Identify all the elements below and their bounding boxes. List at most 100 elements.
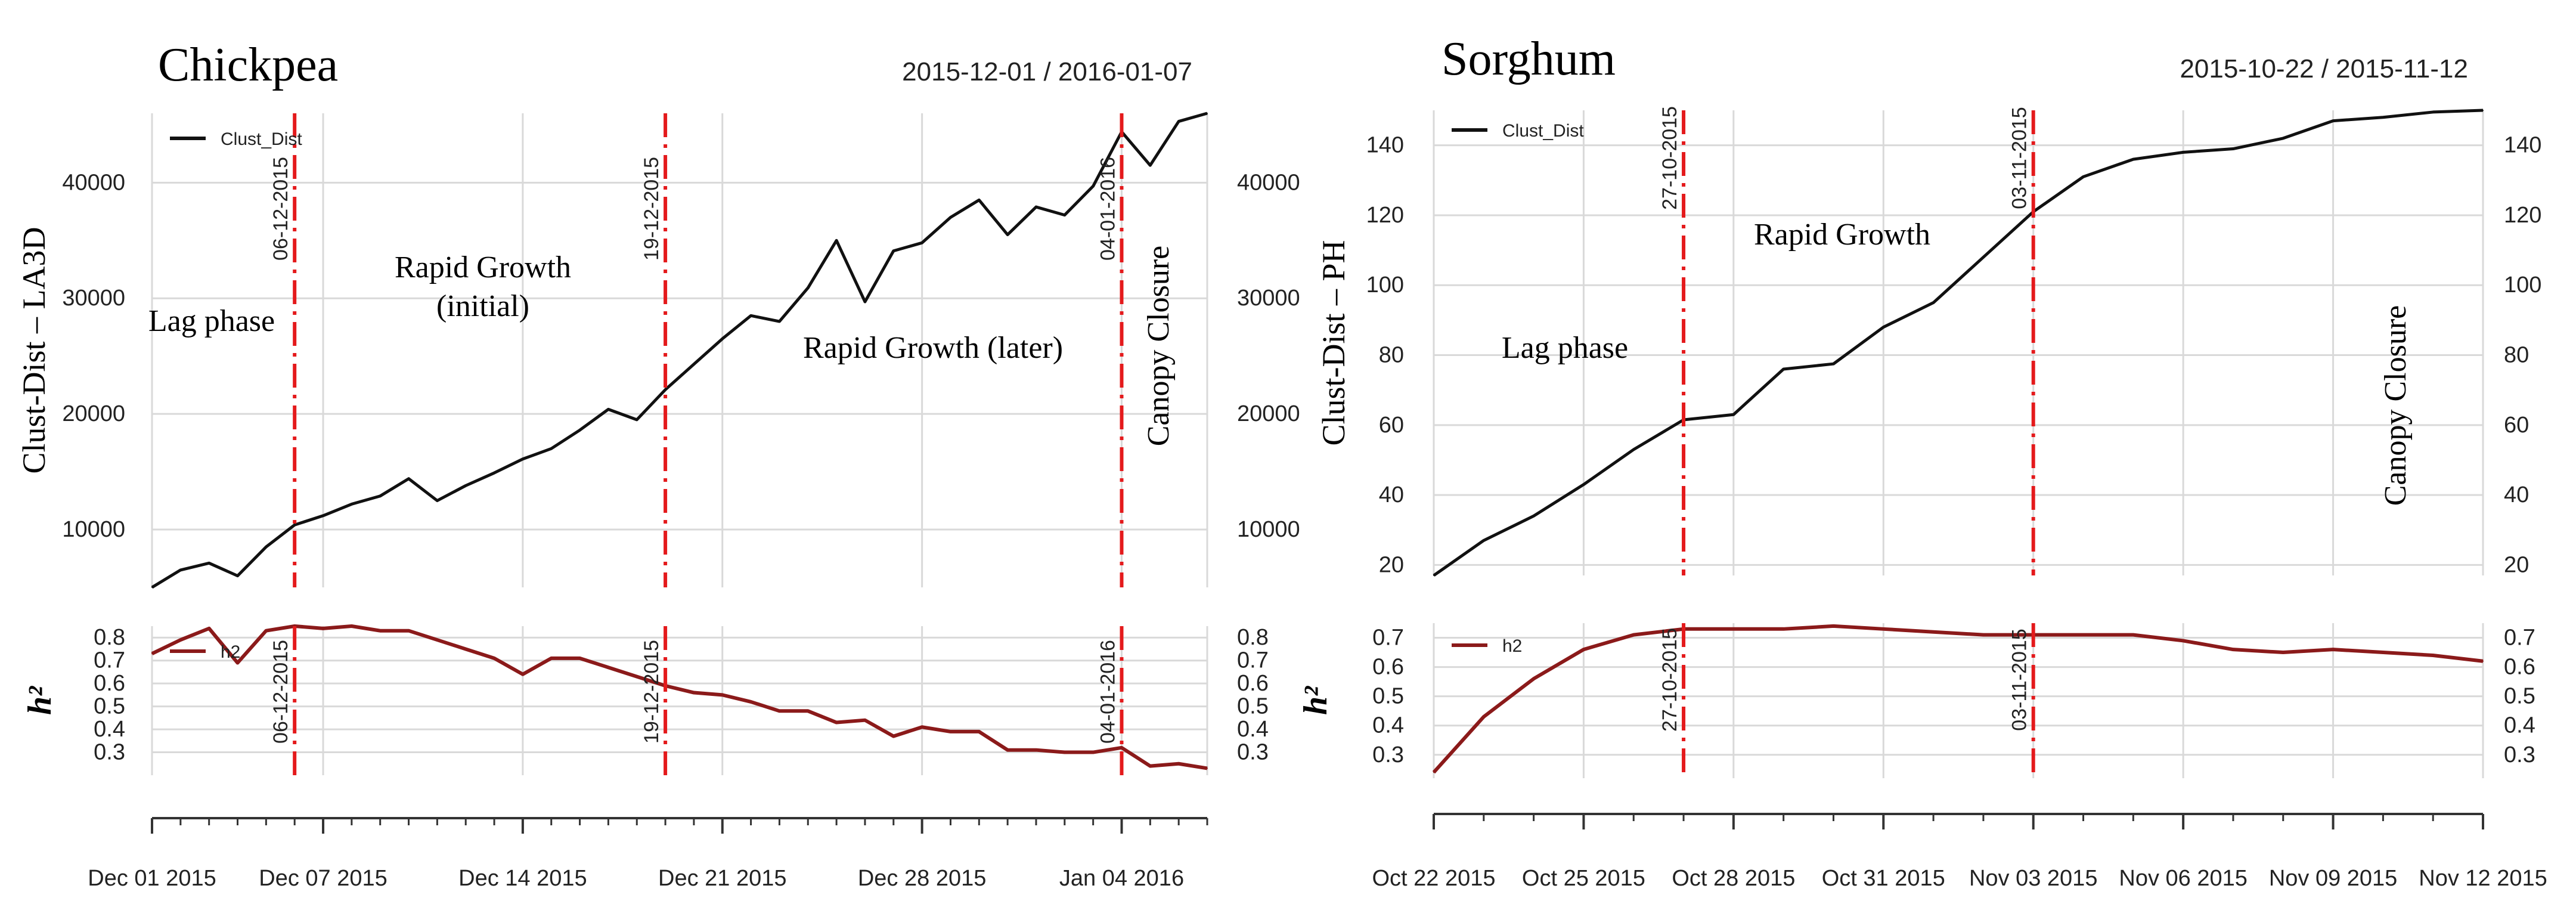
y-tick-label-right: 100 bbox=[2504, 273, 2541, 298]
data-point-h2 bbox=[1633, 634, 1635, 636]
x-axis: Dec 01 2015 Dec 07 2015 Dec 14 2015 Dec 21 … bbox=[88, 817, 1208, 891]
phase-annotation: Lag phase bbox=[1502, 331, 1628, 365]
data-point-clust-dist bbox=[579, 429, 581, 431]
x-tick-label: Nov 09 2015 bbox=[2269, 866, 2398, 891]
legend-label: h2 bbox=[221, 642, 240, 662]
h2-axis-label: h² bbox=[1297, 686, 1334, 715]
y-axis-label: Clust-Dist – LA3D bbox=[16, 227, 52, 473]
y-tick-label-left: 40000 bbox=[62, 170, 125, 195]
data-point-h2 bbox=[1783, 628, 1784, 630]
data-point-h2 bbox=[1092, 751, 1094, 753]
data-point-h2 bbox=[1583, 649, 1585, 651]
data-point-clust-dist bbox=[2183, 151, 2184, 153]
data-point-clust-dist bbox=[1178, 120, 1180, 122]
legend-label: Clust_Dist bbox=[1502, 121, 1584, 141]
y-tick-label-right: 140 bbox=[2504, 133, 2541, 158]
h2-tick-label-left: 0.3 bbox=[1372, 742, 1404, 767]
x-tick-label: Oct 31 2015 bbox=[1822, 866, 1945, 891]
data-point-h2 bbox=[721, 694, 723, 696]
data-point-h2 bbox=[1533, 678, 1535, 680]
series-line-h2 bbox=[151, 624, 1208, 770]
y-tick-label-left: 60 bbox=[1379, 413, 1404, 438]
data-point-clust-dist bbox=[1149, 165, 1151, 166]
x-tick-label: Jan 04 2016 bbox=[1059, 866, 1184, 891]
panel-title: Chickpea bbox=[158, 39, 338, 91]
data-point-h2 bbox=[2232, 649, 2234, 651]
data-point-h2 bbox=[1433, 772, 1434, 773]
data-point-clust-dist bbox=[1883, 326, 1884, 328]
data-point-h2 bbox=[607, 667, 609, 668]
y-tick-label-right: 10000 bbox=[1237, 517, 1300, 542]
h2-tick-label-left: 0.7 bbox=[1372, 626, 1404, 651]
data-point-h2 bbox=[693, 692, 695, 694]
data-point-clust-dist bbox=[750, 315, 752, 317]
data-point-clust-dist bbox=[151, 587, 153, 588]
h2-tick-label-right: 0.3 bbox=[2504, 742, 2535, 767]
data-point-h2 bbox=[2183, 640, 2184, 642]
data-point-clust-dist bbox=[1933, 302, 1935, 304]
data-point-clust-dist bbox=[2482, 110, 2484, 111]
data-point-h2 bbox=[550, 657, 552, 659]
data-point-h2 bbox=[2132, 634, 2134, 636]
legend-label: h2 bbox=[1502, 636, 1522, 656]
h2-tick-label-left: 0.4 bbox=[94, 717, 125, 742]
data-point-clust-dist bbox=[1732, 414, 1734, 416]
y-tick-label-left: 20 bbox=[1379, 552, 1404, 577]
data-point-clust-dist bbox=[2232, 148, 2234, 150]
data-point-h2 bbox=[408, 630, 410, 632]
data-point-clust-dist bbox=[2082, 176, 2084, 178]
data-point-h2 bbox=[1121, 747, 1123, 748]
data-point-clust-dist bbox=[836, 240, 838, 242]
y-tick-label-left: 30000 bbox=[62, 286, 125, 311]
data-point-h2 bbox=[465, 648, 467, 650]
series-line-clust-dist bbox=[151, 112, 1208, 589]
data-point-h2 bbox=[950, 730, 951, 732]
x-tick-label: Dec 01 2015 bbox=[88, 866, 216, 891]
data-point-clust-dist bbox=[2132, 159, 2134, 160]
h2-tick-label-left: 0.3 bbox=[94, 740, 125, 765]
x-tick-label: Nov 03 2015 bbox=[1969, 866, 2098, 891]
y-tick-label-left: 100 bbox=[1366, 273, 1404, 298]
y-tick-label-right: 40 bbox=[2504, 482, 2529, 507]
data-point-clust-dist bbox=[465, 485, 467, 487]
data-point-h2 bbox=[2482, 660, 2484, 662]
event-label: 27-10-2015 bbox=[1659, 628, 1681, 732]
x-tick-label: Oct 22 2015 bbox=[1372, 866, 1495, 891]
data-point-h2 bbox=[1483, 716, 1484, 717]
data-point-clust-dist bbox=[1982, 256, 1984, 258]
x-axis: Oct 22 2015 Oct 25 2015 Oct 28 2015 Oct 31 … bbox=[1372, 813, 2547, 891]
data-point-h2 bbox=[1982, 634, 1984, 636]
data-point-clust-dist bbox=[179, 569, 181, 571]
chart-panel-chickpea: 10000 10000 20000 20000 30000 30000 40000 40000… bbox=[16, 39, 1300, 891]
data-point-clust-dist bbox=[1035, 206, 1037, 208]
data-point-h2 bbox=[208, 627, 210, 629]
legend-label: Clust_Dist bbox=[221, 129, 302, 149]
data-point-h2 bbox=[864, 719, 866, 721]
h2-tick-label-right: 0.5 bbox=[1237, 694, 1269, 719]
data-point-clust-dist bbox=[1483, 540, 1484, 541]
data-point-clust-dist bbox=[1433, 575, 1434, 576]
h2-tick-label-left: 0.6 bbox=[1372, 655, 1404, 680]
y-tick-label-left: 20000 bbox=[62, 401, 125, 426]
h2-tick-label-right: 0.4 bbox=[1237, 717, 1269, 742]
h2-tick-label-left: 0.5 bbox=[1372, 684, 1404, 709]
data-point-clust-dist bbox=[721, 338, 723, 340]
data-point-clust-dist bbox=[1207, 113, 1208, 114]
y-tick-label-left: 120 bbox=[1366, 203, 1404, 228]
x-tick-label: Dec 28 2015 bbox=[858, 866, 987, 891]
data-point-clust-dist bbox=[379, 495, 381, 497]
x-tick-label: Oct 25 2015 bbox=[1522, 866, 1645, 891]
phase-annotation: Rapid Growth bbox=[1754, 218, 1930, 252]
data-point-h2 bbox=[779, 710, 780, 712]
data-point-h2 bbox=[978, 730, 980, 732]
y-tick-label-right: 80 bbox=[2504, 343, 2529, 368]
event-label: 19-12-2015 bbox=[640, 157, 663, 261]
data-point-clust-dist bbox=[665, 389, 667, 391]
x-tick-label: Nov 06 2015 bbox=[2119, 866, 2248, 891]
data-point-h2 bbox=[237, 662, 238, 664]
data-point-h2 bbox=[2432, 654, 2434, 656]
data-point-h2 bbox=[836, 722, 838, 723]
data-point-h2 bbox=[1178, 763, 1180, 764]
data-point-clust-dist bbox=[1633, 448, 1635, 450]
